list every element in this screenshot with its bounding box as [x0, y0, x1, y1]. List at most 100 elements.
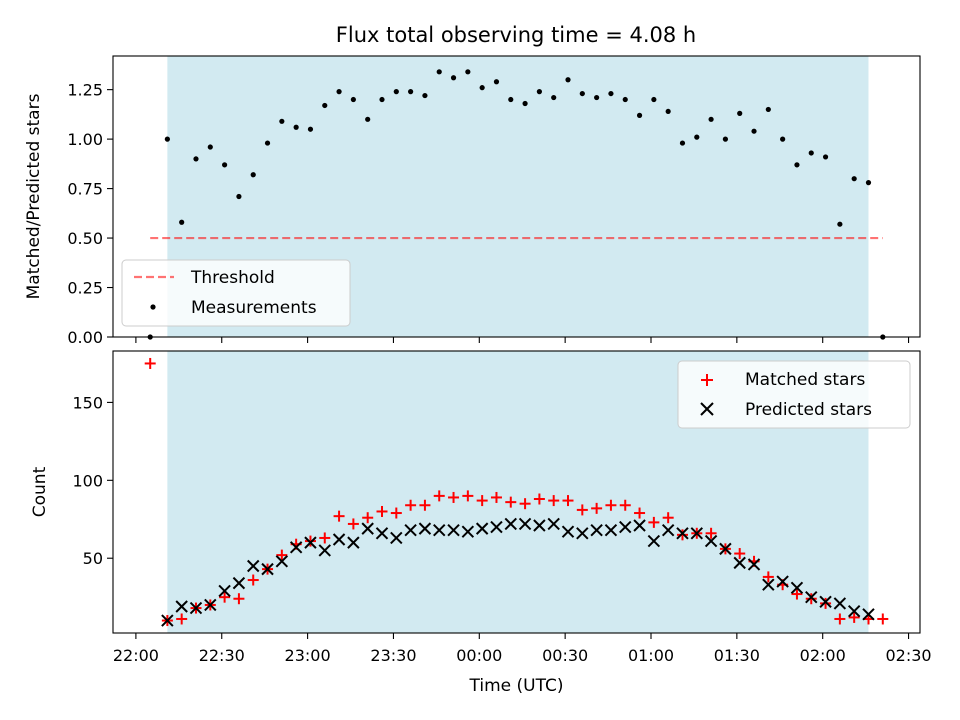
matched-stars-points	[144, 357, 889, 627]
predicted-star-point	[604, 523, 618, 537]
predicted-star-point	[318, 544, 331, 557]
matched-star-point	[877, 613, 889, 625]
predicted-star-point	[518, 517, 532, 531]
x-tick-label: 22:00	[113, 646, 159, 665]
predicted-star-point	[433, 523, 446, 537]
y-tick-label: 0.50	[67, 229, 103, 248]
predicted-star-point	[747, 558, 761, 571]
measurement-point	[493, 79, 500, 85]
y-tick-label: 0.75	[67, 180, 103, 199]
measurement-point	[465, 69, 471, 75]
matched-star-point	[448, 491, 460, 503]
measurement-point	[322, 102, 328, 109]
bottom-axes-frame	[112, 350, 921, 634]
matched-star-point	[519, 498, 531, 510]
matched-star-point	[662, 512, 674, 524]
predicted-star-point	[619, 520, 632, 534]
matched-star-point	[247, 574, 259, 586]
predicted-stars-points	[161, 517, 875, 627]
measurement-point	[579, 90, 585, 97]
predicted-legend-label: Predicted stars	[745, 400, 872, 420]
matched-star-point	[390, 507, 402, 519]
bottom-legend-box	[677, 360, 911, 429]
matched-star-point	[576, 504, 588, 516]
matched-star-point	[605, 499, 617, 511]
y-tick-label: 50	[83, 549, 103, 568]
predicted-star-point	[404, 523, 417, 537]
predicted-star-point	[361, 522, 374, 535]
top-axes-frame	[112, 55, 921, 338]
predicted-star-point	[633, 519, 646, 532]
measurement-point	[708, 116, 714, 122]
predicted-star-point	[847, 604, 861, 618]
predicted-star-point	[232, 576, 246, 590]
x-tick-label: 02:30	[885, 646, 931, 665]
matched-star-point	[376, 505, 388, 517]
predicted-star-point	[218, 584, 231, 598]
x-axis-label: Time (UTC)	[469, 676, 564, 696]
measurement-point	[250, 172, 256, 178]
predicted-star-point	[347, 536, 360, 549]
x-tick-label: 01:00	[628, 646, 674, 665]
predicted-star-point	[547, 517, 560, 531]
matched-star-point	[734, 548, 746, 560]
matched-star-point	[562, 495, 574, 507]
measurement-point	[694, 134, 700, 140]
measurement-point	[450, 75, 457, 81]
measurement-point	[379, 96, 385, 103]
measurement-point	[665, 108, 671, 115]
matched-star-point	[705, 527, 717, 539]
predicted-star-point	[719, 542, 732, 556]
measurement-point	[851, 176, 857, 182]
predicted-star-point	[576, 527, 589, 540]
bottom-y-ticks: 50 100 150	[72, 393, 113, 568]
matched-star-point	[219, 591, 231, 603]
measurement-point	[794, 162, 800, 168]
y-tick-label: 100	[72, 471, 103, 490]
matched-star-point	[419, 499, 431, 511]
bottom-y-axis-label: Count	[30, 466, 50, 517]
matched-star-point	[548, 495, 560, 507]
matched-star-point	[619, 499, 631, 511]
top-y-ticks: 0.00 0.25 0.50 0.75 1.00 1.25	[67, 81, 113, 347]
measurement-point	[193, 156, 199, 162]
measurement-point	[679, 140, 686, 146]
measurement-point	[608, 90, 614, 97]
y-tick-label: 1.25	[67, 81, 103, 100]
measurement-point	[236, 193, 242, 200]
matched-star-point	[362, 512, 374, 524]
predicted-star-point	[590, 523, 603, 537]
matched-star-point	[791, 588, 803, 600]
matched-star-point	[319, 532, 331, 544]
predicted-star-point	[332, 533, 346, 546]
measurement-point	[508, 96, 514, 103]
x-tick-label: 01:30	[714, 646, 760, 665]
matched-legend-swatch	[701, 374, 713, 386]
measurement-point	[179, 219, 185, 225]
matched-star-point	[144, 357, 156, 369]
x-tick-label: 22:30	[199, 646, 245, 665]
measurement-point	[822, 154, 829, 160]
predicted-star-point	[533, 519, 546, 532]
y-tick-label: 0.00	[67, 328, 103, 347]
predicted-star-point	[418, 522, 432, 535]
predicted-star-point	[247, 559, 260, 573]
measurement-point	[207, 144, 213, 150]
matched-star-point	[634, 507, 646, 519]
measurement-point	[222, 162, 228, 168]
x-tick-label: 23:00	[285, 646, 331, 665]
measurement-point	[780, 136, 786, 142]
measurement-point	[622, 96, 628, 103]
matched-star-point	[233, 593, 245, 605]
predicted-star-point	[805, 590, 818, 604]
measurement-point	[436, 69, 442, 75]
predicted-star-point	[275, 555, 289, 568]
measurement-point	[837, 221, 843, 227]
predicted-star-point	[504, 517, 517, 531]
matched-legend-label: Matched stars	[745, 370, 865, 390]
measurements-legend-swatch	[150, 304, 156, 310]
predicted-star-point	[461, 525, 475, 538]
measurement-point	[393, 89, 399, 95]
matched-star-point	[176, 613, 188, 625]
predicted-star-point	[776, 575, 789, 588]
